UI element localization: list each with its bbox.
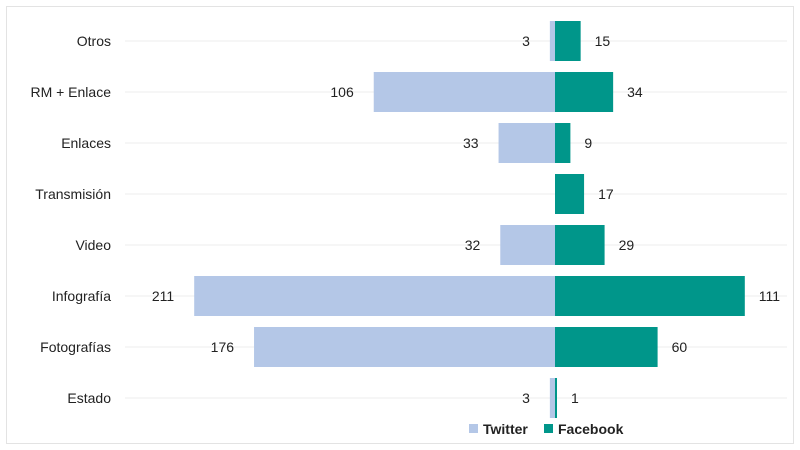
twitter-bar <box>254 327 556 367</box>
chart-svg: Otros 3 15 RM + Enlace 106 34 Enlaces 33 9 Transm… <box>30 21 787 437</box>
twitter-legend-label: Twitter <box>483 421 528 437</box>
twitter-value-label: 3 <box>522 390 530 406</box>
category-label: Estado <box>67 390 111 406</box>
facebook-bar <box>555 123 571 163</box>
facebook-legend-swatch <box>544 424 553 433</box>
category-label: Fotografías <box>40 339 111 355</box>
facebook-bar <box>555 225 605 265</box>
twitter-value-label: 176 <box>211 339 235 355</box>
twitter-bar <box>194 276 555 316</box>
facebook-value-label: 34 <box>627 84 643 100</box>
twitter-value-label: 3 <box>522 33 530 49</box>
chart-frame: Otros 3 15 RM + Enlace 106 34 Enlaces 33 9 Transm… <box>6 6 794 444</box>
category-label: Transmisión <box>35 186 111 202</box>
twitter-bar <box>549 21 555 61</box>
facebook-value-label: 1 <box>571 390 579 406</box>
twitter-value-label: 32 <box>465 237 481 253</box>
category-label: RM + Enlace <box>30 84 111 100</box>
twitter-legend-swatch <box>469 424 478 433</box>
category-label: Enlaces <box>61 135 111 151</box>
facebook-bar <box>555 72 614 112</box>
category-label: Infografía <box>52 288 111 304</box>
facebook-value-label: 60 <box>672 339 688 355</box>
facebook-value-label: 9 <box>584 135 592 151</box>
facebook-value-label: 111 <box>759 288 780 304</box>
facebook-value-label: 15 <box>595 33 611 49</box>
facebook-value-label: 29 <box>619 237 635 253</box>
facebook-bar <box>555 21 581 61</box>
facebook-bar <box>555 378 557 418</box>
category-label: Video <box>75 237 111 253</box>
facebook-value-label: 17 <box>598 186 614 202</box>
category-label: Otros <box>77 33 111 49</box>
twitter-bar <box>549 378 555 418</box>
twitter-value-label: 33 <box>463 135 479 151</box>
facebook-legend-label: Facebook <box>558 421 624 437</box>
facebook-bar <box>555 174 585 214</box>
facebook-bar <box>555 327 658 367</box>
twitter-bar <box>498 123 555 163</box>
twitter-value-label: 211 <box>152 288 175 304</box>
facebook-bar <box>555 276 745 316</box>
twitter-value-label: 106 <box>330 84 354 100</box>
twitter-bar <box>500 225 555 265</box>
twitter-bar <box>373 72 555 112</box>
